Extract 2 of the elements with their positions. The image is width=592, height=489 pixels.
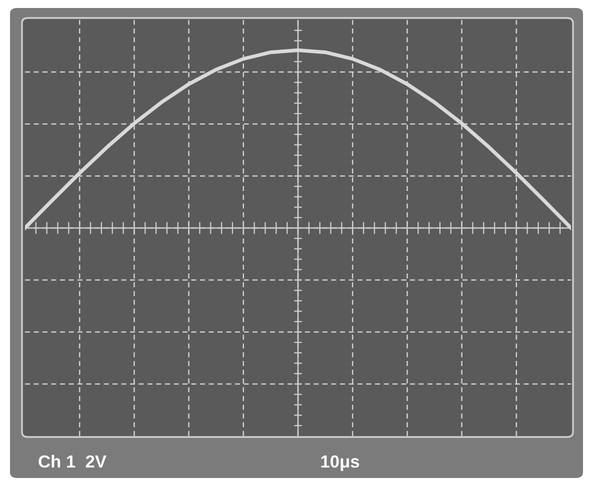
text: Ch 1 2V	[38, 454, 106, 468]
text: 10μs	[321, 455, 360, 472]
